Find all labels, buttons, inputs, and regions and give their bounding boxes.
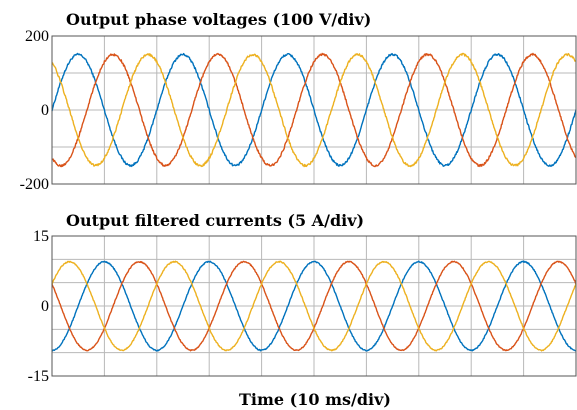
x-axis-label: Time (10 ms/div) (239, 390, 391, 409)
voltage-y-ticks: 200 0 -200 (20, 28, 49, 193)
current-y-tick-label: 15 (33, 228, 49, 245)
current-y-tick-label: 0 (41, 298, 49, 315)
current-y-ticks: 15 0 -15 (28, 228, 49, 385)
voltage-y-tick-label: 0 (41, 102, 49, 119)
current-plot-frame (51, 235, 577, 377)
phase-c-current-line (51, 260, 577, 352)
voltage-y-tick-label: 200 (25, 28, 49, 45)
voltage-panel: Output phase voltages (100 V/div) 200 0 -2… (20, 10, 577, 193)
phase-b-voltage-line (51, 52, 577, 168)
current-y-tick-label: -15 (28, 368, 49, 385)
phase-c-voltage-line (51, 52, 577, 168)
phase-a-voltage-line (51, 52, 577, 168)
voltage-traces (51, 52, 577, 168)
voltage-plot-frame (51, 35, 577, 185)
current-panel: Output filtered currents (5 A/div) 15 0 -1… (28, 211, 577, 385)
current-traces (51, 260, 577, 352)
current-chart-title: Output filtered currents (5 A/div) (66, 211, 364, 230)
voltage-y-tick-label: -200 (20, 176, 49, 193)
voltage-chart-title: Output phase voltages (100 V/div) (66, 10, 371, 29)
